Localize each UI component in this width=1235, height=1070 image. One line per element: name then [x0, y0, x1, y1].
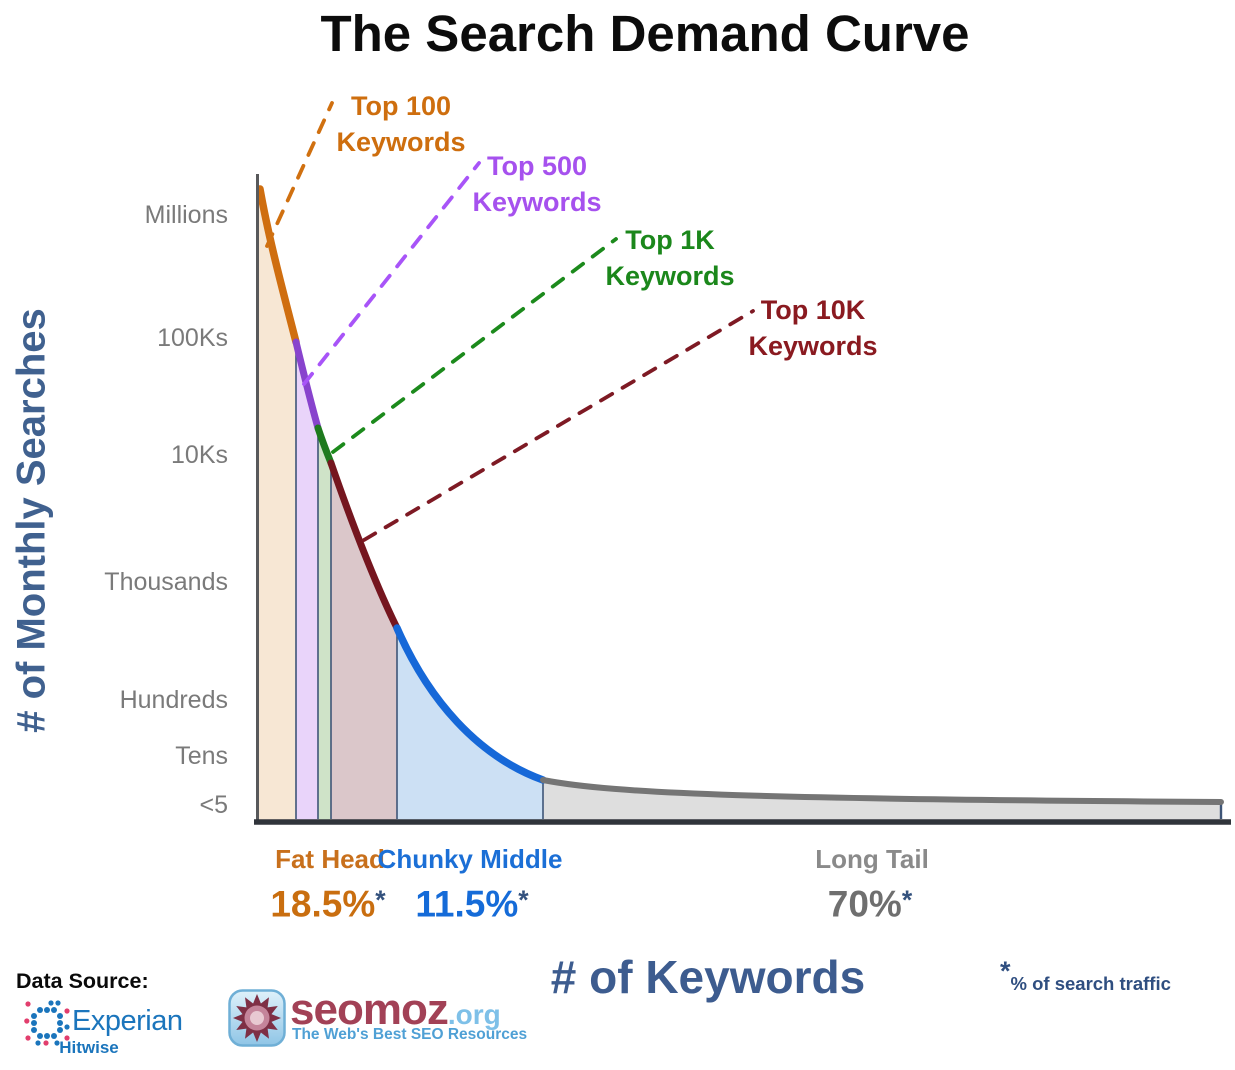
y-tick-under5: <5 [199, 791, 228, 819]
region-dividers [295, 344, 1223, 819]
annotation-top100-line2: Keywords [336, 127, 466, 157]
chunky-middle-pct-value: 11.5% [415, 883, 519, 925]
seomoz-tld: .org [447, 999, 501, 1030]
fat-head-fill-top1k [318, 428, 331, 821]
annotation-top100: Top 100 Keywords [286, 88, 516, 160]
chunky-middle-percentage: 11.5%* [372, 878, 572, 925]
hitwise-brand: Hitwise [59, 1038, 119, 1057]
seomoz-tagline: The Web's Best SEO Resources [292, 1026, 528, 1043]
curve-top10k-segment [327, 459, 401, 632]
curve-top500-segment [292, 338, 322, 432]
x-axis-title: # of Keywords [550, 951, 866, 1003]
seomoz-logo-icon [228, 989, 286, 1047]
y-tick-thousands: Thousands [104, 568, 228, 596]
y-tick-100ks: 100Ks [157, 324, 228, 352]
chunky-middle-asterisk: * [518, 885, 529, 915]
long-tail-asterisk: * [901, 885, 913, 915]
curve-chunky-middle-segment [393, 624, 547, 784]
annotation-top100-line1: Top 100 [350, 91, 452, 121]
top500-leader-line [302, 161, 481, 386]
long-tail-percentage: 70%* [770, 878, 970, 925]
fat-head-pct-value: 18.5% [270, 883, 376, 925]
annotation-top500-line1: Top 500 [486, 151, 588, 181]
fat-head-asterisk: * [375, 885, 386, 915]
y-tick-hundreds: Hundreds [119, 686, 228, 714]
y-tick-millions: Millions [144, 201, 228, 229]
fat-head-percentage: 18.5%* [228, 878, 428, 925]
y-tick-tens: Tens [175, 742, 228, 770]
chunky-middle-label: Chunky Middle [377, 844, 563, 874]
fat-head-fill-top500 [296, 342, 318, 821]
top10k-leader-line [362, 309, 755, 542]
page-title: The Search Demand Curve [320, 5, 970, 62]
top100-leader-line [265, 101, 334, 248]
experian-brand: Experian [72, 1005, 183, 1037]
y-tick-10ks: 10Ks [171, 441, 228, 469]
footnote-asterisk: * [1000, 956, 1011, 986]
curve-long-tail-segment [540, 777, 1224, 805]
annotation-top1k-line1: Top 1K [625, 225, 715, 255]
chunky-middle-fill [397, 628, 543, 821]
fat-head-label: Fat Head [275, 844, 385, 874]
fat-head-fill-top100 [258, 189, 296, 821]
footnote-text: % of search traffic [1010, 973, 1171, 994]
experian-dots-icon [24, 1000, 70, 1046]
long-tail-pct-value: 70% [827, 883, 902, 925]
annotation-top10k: Top 10K Keywords [698, 292, 928, 364]
annotation-top10k-line2: Keywords [748, 331, 878, 361]
annotation-top10k-line1: Top 10K [760, 295, 866, 325]
top1k-leader-line [331, 237, 618, 454]
seomoz-wordmark: seomoz.org [290, 988, 501, 1037]
long-tail-label: Long Tail [815, 844, 929, 874]
curve-top100-segment [256, 185, 300, 346]
annotation-top500-line2: Keywords [472, 187, 602, 217]
fat-head-fill-top10k [331, 463, 397, 821]
annotation-top500: Top 500 Keywords [422, 148, 652, 220]
data-source-label: Data Source: [16, 969, 149, 993]
annotation-top1k: Top 1K Keywords [555, 222, 785, 294]
seomoz-word: seomoz [290, 985, 449, 1034]
footnote: *% of search traffic [1000, 956, 1171, 995]
annotation-top1k-line2: Keywords [605, 261, 735, 291]
